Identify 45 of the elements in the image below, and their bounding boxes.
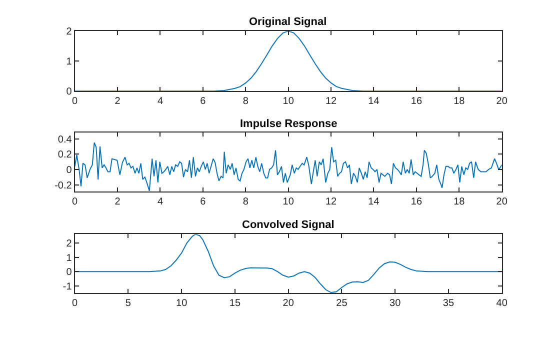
x-tick-label: 16 bbox=[410, 96, 422, 108]
x-tick-label: 10 bbox=[176, 298, 188, 310]
x-tick-label: 4 bbox=[157, 96, 164, 108]
y-tick-label: 2 bbox=[66, 238, 72, 250]
chart-title: Impulse Response bbox=[240, 118, 338, 130]
y-tick-label: 2 bbox=[66, 26, 72, 38]
y-tick-label: 1 bbox=[66, 56, 72, 68]
x-tick-label: 10 bbox=[282, 196, 294, 208]
x-tick-label: 5 bbox=[125, 298, 132, 310]
y-tick-label: 0 bbox=[66, 164, 72, 176]
x-tick-label: 8 bbox=[242, 96, 249, 108]
line-series bbox=[74, 31, 502, 92]
x-tick-label: 12 bbox=[325, 96, 338, 108]
line-series bbox=[74, 234, 502, 294]
x-tick-label: 2 bbox=[114, 196, 121, 208]
y-tick-label: -0.2 bbox=[54, 180, 72, 192]
x-tick-label: 8 bbox=[242, 196, 249, 208]
x-tick-label: 30 bbox=[390, 298, 402, 310]
x-tick-label: 18 bbox=[454, 196, 466, 208]
y-tick-label: 1 bbox=[66, 252, 72, 264]
y-tick-label: 0.2 bbox=[58, 150, 72, 161]
y-tick-label: 0 bbox=[66, 86, 72, 98]
x-tick-label: 18 bbox=[454, 96, 466, 108]
x-tick-label: 10 bbox=[282, 96, 294, 108]
y-tick-label: 0 bbox=[66, 267, 72, 278]
y-tick-label: 0.4 bbox=[58, 134, 72, 146]
y-tick-label: -1 bbox=[62, 282, 72, 293]
line-series bbox=[74, 142, 502, 192]
x-tick-label: 2 bbox=[114, 96, 121, 108]
x-tick-label: 12 bbox=[325, 196, 338, 208]
x-tick-label: 20 bbox=[496, 196, 508, 208]
chart-title: Convolved Signal bbox=[242, 219, 334, 231]
x-tick-label: 16 bbox=[410, 196, 422, 208]
chart-title: Original Signal bbox=[249, 16, 327, 28]
x-tick-label: 40 bbox=[496, 298, 508, 310]
x-tick-label: 35 bbox=[442, 298, 454, 310]
x-tick-label: 20 bbox=[496, 96, 508, 108]
x-tick-label: 14 bbox=[368, 96, 380, 108]
x-tick-label: 6 bbox=[200, 196, 206, 208]
x-tick-label: 6 bbox=[200, 96, 206, 108]
x-tick-label: 15 bbox=[229, 298, 241, 310]
x-tick-label: 25 bbox=[336, 298, 348, 310]
x-tick-label: 20 bbox=[282, 298, 294, 310]
x-tick-label: 14 bbox=[368, 196, 380, 208]
x-tick-label: 4 bbox=[157, 196, 164, 208]
